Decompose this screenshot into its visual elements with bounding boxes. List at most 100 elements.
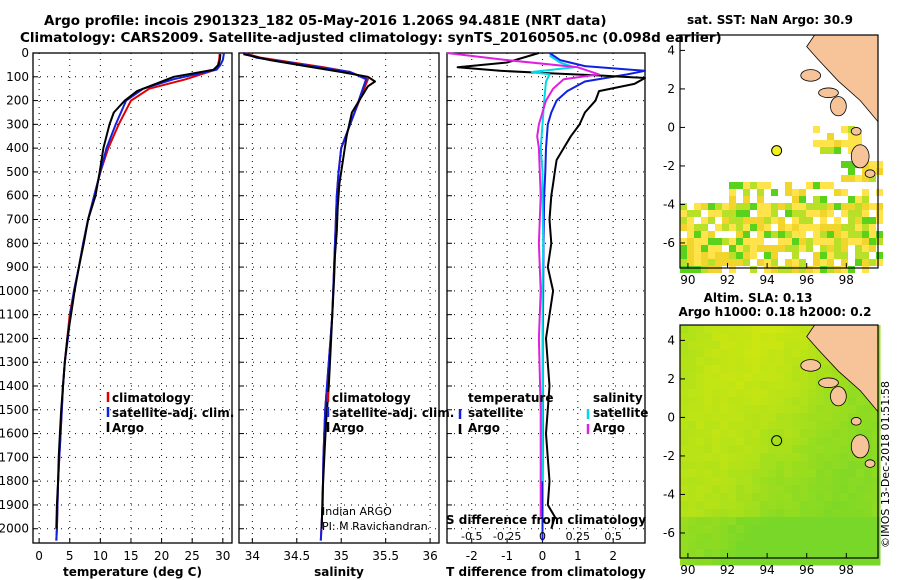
sla-cell	[832, 485, 841, 494]
argo-position-marker	[771, 435, 783, 447]
sla-cell	[720, 533, 729, 542]
series-line-t-satellite	[541, 52, 646, 541]
sla-cell	[680, 485, 689, 494]
map-x-tick-label: 98	[839, 273, 854, 287]
sla-cell	[800, 525, 809, 534]
sst-cell	[750, 252, 757, 259]
sst-cell	[778, 217, 785, 224]
sla-cell	[688, 517, 697, 526]
sla-cell	[752, 325, 761, 334]
sla-cell	[768, 389, 777, 398]
sla-cell	[744, 501, 753, 510]
sla-cell	[816, 477, 825, 486]
sla-cell	[744, 493, 753, 502]
sla-cell	[728, 389, 737, 398]
sst-cell	[827, 245, 834, 252]
sla-cell	[736, 429, 745, 438]
sla-cell	[824, 437, 833, 446]
sst-cell	[862, 196, 869, 203]
sla-cell	[800, 421, 809, 430]
map-y-tick-label: 4	[667, 43, 675, 57]
sla-cell	[760, 485, 769, 494]
sst-cell	[876, 238, 883, 245]
sla-cell	[776, 325, 785, 334]
sla-cell	[776, 501, 785, 510]
sst-cell	[715, 252, 722, 259]
sla-cell	[792, 341, 801, 350]
plot-frame-temperature	[32, 52, 233, 544]
island-shape	[800, 69, 821, 82]
sla-cell	[800, 341, 809, 350]
sla-cell	[720, 461, 729, 470]
sla-cell	[768, 501, 777, 510]
sst-cell	[792, 231, 799, 238]
sla-cell	[744, 533, 753, 542]
sla-cell	[680, 461, 689, 470]
sla-cell	[832, 469, 841, 478]
sla-cell	[840, 469, 849, 478]
sst-cell	[820, 196, 827, 203]
sst-cell	[687, 238, 694, 245]
sst-cell	[855, 140, 862, 147]
sla-cell	[776, 397, 785, 406]
sla-cell	[848, 397, 857, 406]
map-x-tick-label: 96	[799, 273, 814, 287]
sla-cell	[840, 557, 849, 566]
sla-cell	[680, 365, 689, 374]
sst-cell	[701, 238, 708, 245]
sla-cell	[712, 445, 721, 454]
sst-cell	[771, 245, 778, 252]
sla-cell	[864, 453, 873, 462]
sla-cell	[768, 533, 777, 542]
sla-cell	[696, 533, 705, 542]
x-tick-label-salinity: 0.25	[566, 530, 591, 543]
sla-cell	[752, 373, 761, 382]
sla-cell	[688, 557, 697, 566]
sla-cell	[704, 429, 713, 438]
sla-cell	[824, 557, 833, 566]
y-tick-label: 1100	[0, 308, 29, 322]
sst-cell	[834, 217, 841, 224]
y-tick-label: 700	[6, 213, 29, 227]
sst-cell	[694, 252, 701, 259]
sla-cell	[808, 413, 817, 422]
sla-cell	[696, 501, 705, 510]
sla-cell	[784, 549, 793, 558]
sla-cell	[736, 381, 745, 390]
sst-cell	[813, 238, 820, 245]
sla-cell	[856, 421, 865, 430]
sla-cell	[824, 485, 833, 494]
series-line-s-satellite	[530, 54, 576, 482]
sst-cell	[750, 182, 757, 189]
sla-cell	[792, 453, 801, 462]
sst-cell	[862, 210, 869, 217]
sla-cell	[752, 469, 761, 478]
sla-cell	[816, 389, 825, 398]
sst-cell	[841, 224, 848, 231]
sst-cell	[722, 210, 729, 217]
map-y-tick-label: -6	[663, 236, 675, 250]
sst-cell	[820, 252, 827, 259]
sla-cell	[704, 485, 713, 494]
sla-cell	[680, 421, 689, 430]
sla-cell	[688, 445, 697, 454]
sla-cell	[712, 477, 721, 486]
sla-cell	[816, 445, 825, 454]
sst-cell	[750, 238, 757, 245]
sst-cell	[869, 224, 876, 231]
sla-cell	[744, 365, 753, 374]
sst-cell	[715, 210, 722, 217]
sst-cell	[848, 133, 855, 140]
sst-cell	[848, 217, 855, 224]
series-line-argo	[243, 53, 376, 529]
sla-cell	[808, 501, 817, 510]
sst-cell	[855, 210, 862, 217]
sla-cell	[704, 541, 713, 550]
island-shape	[818, 377, 839, 388]
sst-cell	[715, 224, 722, 231]
sst-cell	[848, 238, 855, 245]
sst-cell	[736, 231, 743, 238]
sla-cell	[760, 333, 769, 342]
sla-cell	[816, 429, 825, 438]
sst-cell	[771, 210, 778, 217]
